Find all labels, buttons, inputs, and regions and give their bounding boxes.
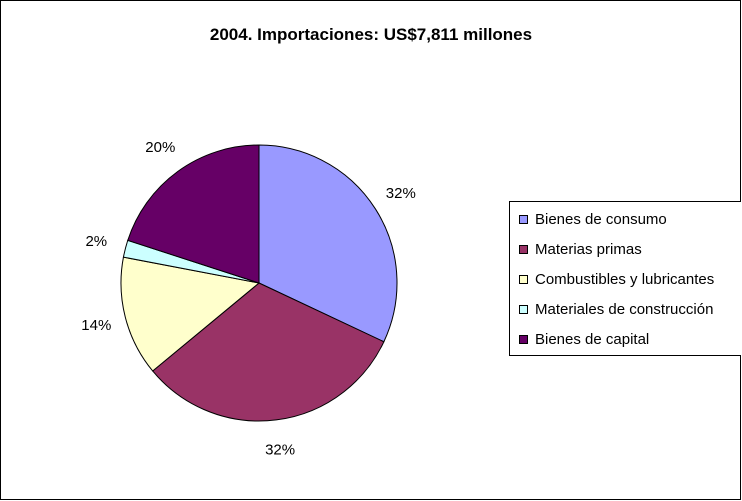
pie-slice-0 [258, 144, 398, 343]
legend-swatch [519, 275, 528, 284]
pie-data-label-3: 2% [85, 233, 107, 250]
pie-data-label-4: 20% [145, 139, 175, 156]
pie-data-label-2: 14% [81, 317, 111, 334]
pie-slice-1 [151, 282, 385, 422]
legend-swatch [519, 215, 528, 224]
legend-label: Materiales de construcción [535, 301, 714, 318]
pie-slice-4 [127, 144, 260, 284]
legend-label: Bienes de consumo [535, 211, 667, 228]
pie-slice-2 [120, 256, 261, 372]
legend-label: Materias primas [535, 241, 642, 258]
pie-data-label-0: 32% [386, 185, 416, 202]
legend-swatch [519, 245, 528, 254]
pie-data-label-1: 32% [265, 442, 295, 459]
pie-labels: 32% 32% 14% 2% 20% [81, 139, 416, 459]
legend-swatch [519, 305, 528, 314]
pie-slices [120, 144, 398, 422]
chart-title: 2004. Importaciones: US$7,811 millones [210, 25, 532, 44]
legend: Bienes de consumo Materias primas Combus… [509, 201, 741, 356]
legend-label: Combustibles y lubricantes [535, 271, 715, 288]
legend-swatch [519, 335, 528, 344]
legend-label: Bienes de capital [535, 331, 650, 348]
